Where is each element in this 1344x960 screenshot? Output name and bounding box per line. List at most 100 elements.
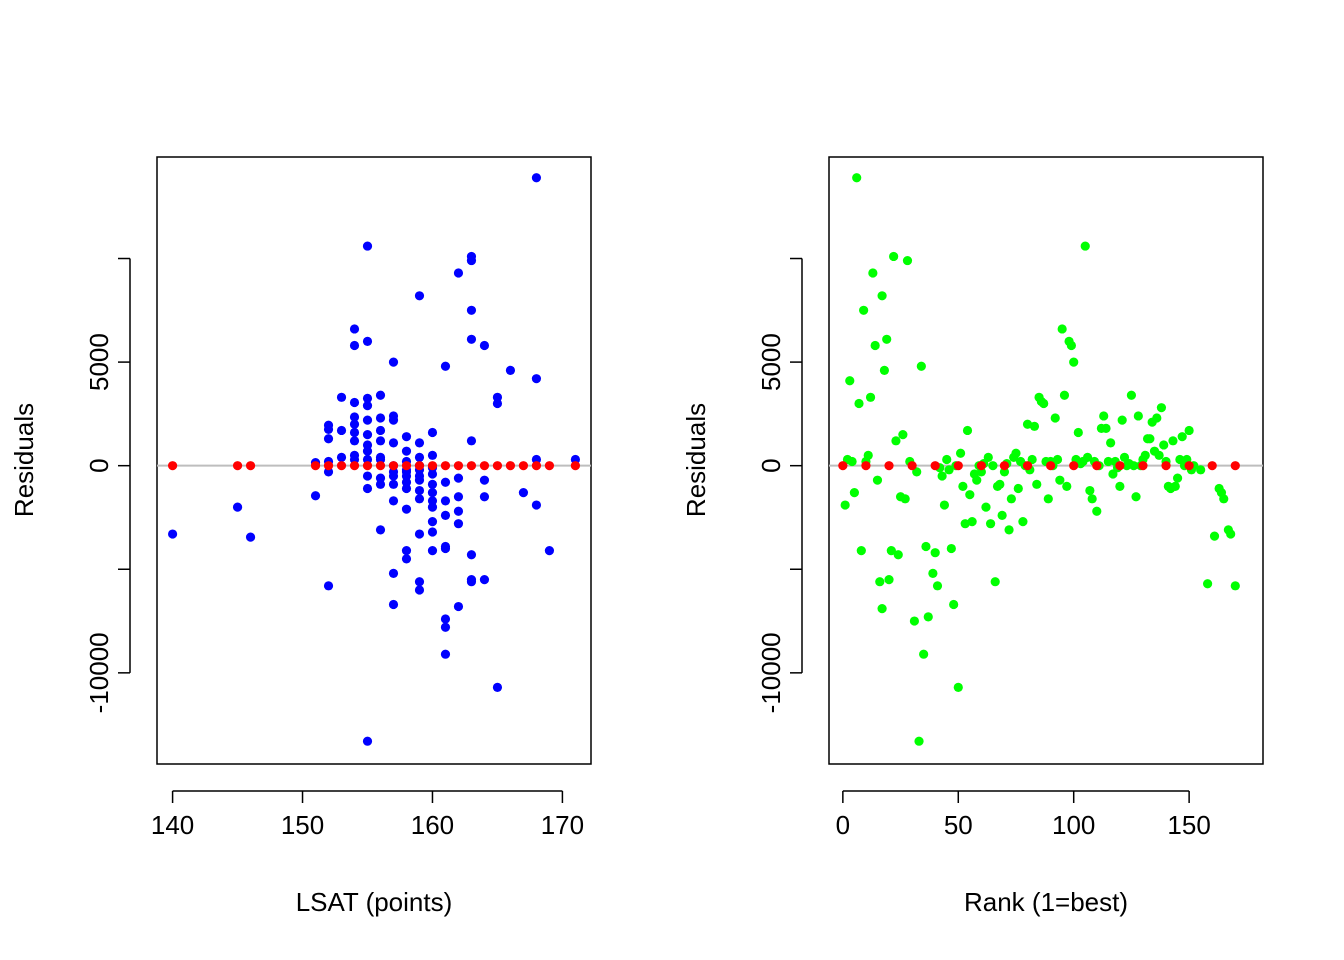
data-point — [1029, 421, 1040, 431]
data-point — [884, 461, 894, 471]
data-point — [232, 502, 243, 512]
data-point — [349, 412, 360, 422]
data-point — [167, 461, 178, 471]
data-point — [323, 461, 334, 471]
data-point — [323, 434, 334, 444]
data-point — [909, 616, 920, 626]
data-point — [336, 425, 347, 436]
data-point — [388, 415, 399, 425]
data-point — [1043, 494, 1053, 504]
data-point — [1004, 525, 1014, 535]
data-point — [1115, 461, 1125, 471]
data-point — [953, 682, 963, 692]
data-point — [440, 622, 451, 632]
data-point — [886, 546, 896, 556]
data-point — [930, 548, 940, 558]
data-point — [865, 392, 876, 402]
data-point — [349, 427, 360, 438]
data-point — [893, 550, 903, 560]
data-point — [1103, 456, 1113, 467]
x-tick-label: 50 — [944, 810, 973, 840]
data-point — [854, 398, 864, 409]
data-point — [414, 438, 425, 448]
data-point — [995, 479, 1005, 489]
data-point — [544, 461, 555, 471]
data-point — [336, 461, 347, 471]
data-point — [859, 305, 869, 315]
data-point — [944, 465, 954, 475]
data-point — [868, 268, 878, 278]
data-point — [427, 527, 438, 537]
data-point — [1050, 413, 1060, 423]
data-point — [388, 461, 399, 471]
data-point — [440, 510, 451, 520]
data-point — [1085, 485, 1095, 496]
data-point — [414, 475, 425, 485]
data-point — [544, 546, 555, 556]
data-point — [939, 500, 950, 510]
data-point — [1202, 579, 1213, 589]
data-point — [1159, 440, 1169, 450]
data-point — [427, 479, 438, 489]
data-point — [388, 438, 399, 448]
data-point — [1154, 450, 1164, 460]
data-point — [1062, 481, 1072, 491]
data-point — [1055, 475, 1065, 485]
data-point — [388, 479, 399, 489]
data-point — [1006, 494, 1016, 504]
data-point — [362, 736, 373, 746]
data-point — [856, 546, 866, 556]
data-point — [414, 577, 425, 587]
data-point — [942, 454, 952, 465]
data-point — [1177, 432, 1187, 442]
data-point — [362, 415, 373, 425]
data-point — [479, 575, 490, 585]
data-point — [1013, 483, 1023, 494]
data-point — [492, 682, 503, 692]
data-point — [505, 461, 516, 471]
data-point — [1138, 461, 1148, 471]
data-point — [884, 575, 894, 585]
data-point — [852, 173, 862, 183]
data-point — [1052, 454, 1063, 465]
x-tick-label: 0 — [836, 810, 850, 840]
data-point — [401, 504, 412, 514]
data-point — [414, 485, 425, 496]
data-point — [946, 543, 956, 554]
data-point — [427, 469, 438, 479]
data-point — [877, 291, 887, 301]
data-point — [375, 436, 386, 446]
data-point — [310, 461, 321, 471]
data-point — [453, 268, 464, 278]
data-point — [414, 529, 425, 539]
data-point — [349, 324, 360, 334]
data-point — [479, 492, 490, 502]
data-point — [930, 461, 940, 471]
data-point — [997, 510, 1007, 520]
data-point — [440, 477, 451, 487]
data-point — [401, 483, 412, 494]
y-tick-label: 5000 — [84, 333, 114, 391]
x-axis-label: Rank (1=best) — [964, 887, 1128, 917]
data-point — [362, 461, 373, 471]
data-point — [847, 456, 857, 467]
y-axis-label: Residuals — [681, 403, 711, 517]
data-point — [453, 519, 464, 529]
x-axis-label: LSAT (points) — [296, 887, 453, 917]
data-point — [375, 461, 386, 471]
data-point — [362, 483, 373, 494]
data-point — [336, 452, 347, 462]
data-point — [928, 568, 938, 579]
data-point — [1145, 434, 1155, 444]
data-point — [976, 461, 986, 471]
data-point — [440, 649, 451, 659]
data-point — [1115, 481, 1125, 491]
data-point — [362, 430, 373, 440]
data-point — [1032, 479, 1042, 489]
data-point — [375, 473, 386, 483]
data-point — [440, 361, 451, 371]
data-point — [879, 365, 890, 375]
data-point — [870, 340, 880, 351]
data-point — [1172, 473, 1183, 483]
